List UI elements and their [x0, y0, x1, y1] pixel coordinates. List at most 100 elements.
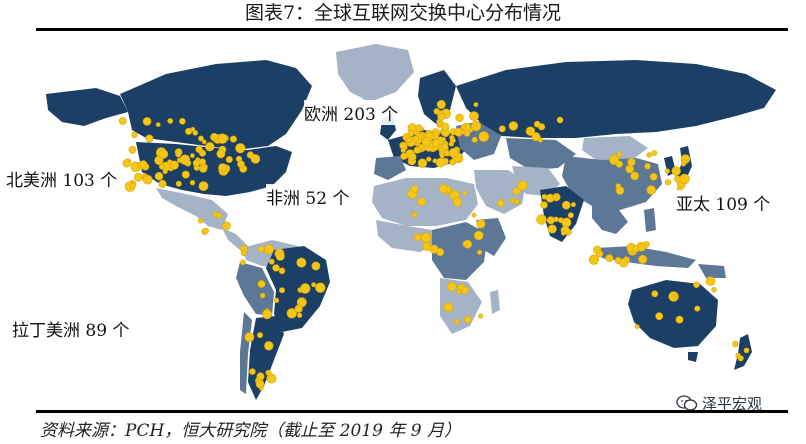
country-central-africa [432, 222, 488, 280]
exchange-point-marker [537, 137, 544, 143]
exchange-point-marker [264, 341, 274, 351]
exchange-point-marker [443, 150, 450, 156]
exchange-point-marker [158, 163, 166, 170]
label-latin-america: 拉丁美洲 89 个 [12, 316, 130, 341]
exchange-point-marker [473, 230, 484, 241]
exchange-point-marker [262, 309, 272, 320]
exchange-point-marker [561, 230, 566, 236]
exchange-point-marker [257, 332, 264, 339]
exchange-point-marker [138, 160, 148, 170]
chart-title: 图表7：全球互联网交换中心分布情况 [244, 2, 562, 24]
exchange-point-marker [225, 156, 233, 164]
country-mongolia [582, 136, 648, 160]
exchange-point-marker [185, 127, 193, 135]
exchange-point-marker [436, 100, 446, 110]
exchange-point-marker [441, 122, 450, 131]
exchange-point-marker [195, 145, 203, 154]
exchange-point-marker [119, 117, 127, 125]
exchange-point-marker [651, 150, 658, 156]
exchange-point-marker [496, 199, 505, 207]
exchange-point-marker [167, 118, 174, 124]
label-africa: 非洲 52 个 [266, 184, 350, 209]
exchange-point-marker [664, 168, 671, 174]
exchange-point-marker [655, 312, 664, 321]
country-iberia [374, 156, 406, 180]
exchange-point-marker [417, 197, 427, 206]
exchange-point-marker [605, 254, 614, 262]
exchange-point-marker [215, 212, 222, 219]
exchange-point-marker [437, 113, 446, 121]
label-north-america: 北美洲 103 个 [6, 166, 118, 191]
exchange-point-marker [413, 146, 421, 154]
exchange-point-marker [122, 159, 131, 168]
exchange-point-marker [244, 332, 255, 342]
exchange-point-marker [235, 143, 246, 154]
exchange-point-marker [472, 120, 478, 127]
exchange-point-marker [547, 224, 557, 234]
country-madagascar [490, 290, 500, 314]
exchange-point-marker [616, 151, 623, 157]
exchange-point-marker [266, 373, 277, 384]
continent-asia [474, 136, 696, 268]
country-mexico [156, 188, 228, 230]
exchange-point-marker [517, 180, 528, 191]
country-greenland [336, 44, 414, 102]
country-southern-africa [440, 278, 482, 334]
exchange-point-marker [632, 245, 640, 253]
exchange-point-marker [452, 197, 462, 207]
exchange-point-marker [514, 199, 520, 205]
exchange-point-marker [561, 200, 571, 210]
country-papua-new-guinea [698, 264, 726, 278]
country-tasmania [688, 352, 698, 362]
exchange-point-marker [630, 171, 640, 181]
exchange-point-marker [412, 135, 420, 143]
exchange-point-marker [145, 134, 154, 143]
exchange-point-marker [552, 194, 559, 200]
exchange-point-marker [400, 152, 408, 160]
exchange-point-marker [128, 145, 137, 154]
exchange-point-marker [556, 116, 564, 124]
country-new-zealand [734, 334, 752, 370]
exchange-point-marker [175, 180, 182, 187]
exchange-point-marker [693, 281, 700, 288]
country-west-africa [376, 220, 436, 252]
exchange-point-marker [672, 293, 678, 299]
exchange-point-marker [169, 160, 179, 170]
exchange-point-marker [134, 172, 143, 182]
exchange-point-marker [567, 212, 574, 219]
exchange-point-marker [142, 174, 153, 185]
exchange-point-marker [460, 124, 467, 131]
exchange-point-marker [265, 369, 272, 376]
exchange-point-marker [263, 244, 274, 255]
exchange-point-marker [192, 130, 198, 136]
exchange-point-marker [498, 125, 506, 133]
exchange-point-marker [732, 340, 739, 348]
exchange-point-marker [455, 113, 464, 123]
exchange-point-marker [476, 219, 486, 229]
exchange-point-marker [471, 212, 477, 218]
exchange-point-marker [158, 179, 167, 188]
exchange-point-marker [711, 287, 717, 293]
exchange-point-marker [210, 132, 219, 142]
exchange-point-marker [421, 137, 431, 147]
exchange-point-marker [478, 313, 484, 319]
map-canvas [46, 44, 776, 400]
exchange-point-marker [525, 129, 531, 135]
exchange-point-marker [441, 137, 446, 142]
exchange-point-marker [627, 158, 636, 167]
exchange-point-marker [155, 122, 161, 127]
exchange-point-marker [456, 289, 461, 295]
exchange-point-marker [478, 131, 490, 142]
continent-north-america [46, 44, 414, 250]
exchange-point-marker [540, 201, 548, 209]
exchange-point-marker [570, 202, 576, 208]
exchange-point-marker [408, 152, 417, 161]
exchange-point-marker [646, 185, 656, 195]
exchange-point-marker [446, 281, 457, 292]
exchange-point-marker [229, 135, 237, 143]
label-asia-pacific: 亚太 109 个 [676, 190, 771, 215]
exchange-point-marker [615, 186, 625, 195]
exchange-point-marker [435, 157, 446, 168]
exchange-point-marker [681, 159, 688, 165]
exchange-point-marker [406, 137, 412, 143]
